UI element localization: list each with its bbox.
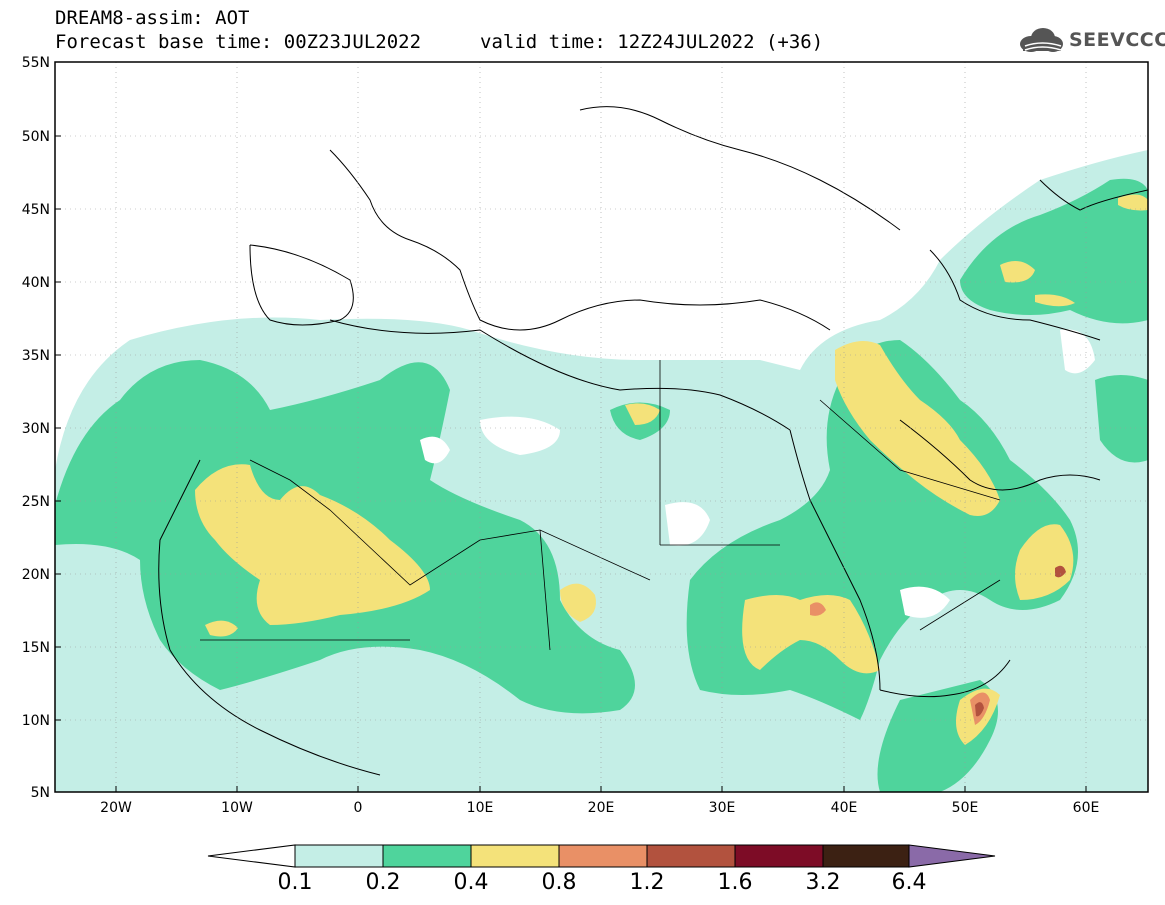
- lon-label: 0: [354, 800, 363, 816]
- colorbar-swatch: [558, 844, 648, 868]
- lon-label: 10E: [467, 800, 494, 816]
- colorbar-swatch: [382, 844, 472, 868]
- lon-label: 20W: [100, 800, 132, 816]
- colorbar-swatch: [470, 844, 560, 868]
- lat-label: 5N: [31, 785, 50, 801]
- aot-band-0-4: [195, 194, 1148, 745]
- colorbar-label: 1.6: [717, 870, 753, 895]
- lat-label: 45N: [22, 202, 50, 218]
- lat-label: 35N: [22, 348, 50, 364]
- lat-label: 50N: [22, 129, 50, 145]
- colorbar-label: 0.1: [277, 870, 313, 895]
- lon-label: 20E: [588, 800, 615, 816]
- colorbar-swatch: [734, 844, 824, 868]
- colorbar-swatch: [294, 844, 384, 868]
- logo-text: SEEVCCC: [1069, 29, 1165, 51]
- cloud-icon: [1020, 28, 1063, 52]
- lon-label: 10W: [221, 800, 253, 816]
- lon-label: 30E: [709, 800, 736, 816]
- aot-clear-patches: [420, 329, 1095, 618]
- colorbar-swatch: [646, 844, 736, 868]
- lon-label: 50E: [952, 800, 979, 816]
- colorbar-label: 0.4: [453, 870, 489, 895]
- latitude-labels: 55N 50N 45N 40N 35N 30N 25N 20N 15N 10N …: [22, 55, 50, 801]
- longitude-labels: 20W 10W 0 10E 20E 30E 40E 50E 60E: [100, 800, 1099, 816]
- colorbar-label: 1.2: [629, 870, 665, 895]
- colorbar-max-arrow: [908, 844, 996, 868]
- colorbar-swatch: [822, 844, 910, 868]
- colorbar-label: 0.8: [541, 870, 577, 895]
- lon-label: 40E: [831, 800, 858, 816]
- lon-label: 60E: [1073, 800, 1100, 816]
- lat-label: 10N: [22, 713, 50, 729]
- colorbar: [207, 844, 996, 868]
- colorbar-label: 6.4: [891, 870, 927, 895]
- lat-label: 30N: [22, 421, 50, 437]
- colorbar-label: 3.2: [805, 870, 841, 895]
- ticks: [55, 61, 1087, 793]
- colorbar-label: 0.2: [365, 870, 401, 895]
- aot-band-0-8: [810, 565, 1066, 725]
- forecast-base-time: Forecast base time: 00Z23JUL2022: [55, 31, 422, 53]
- seevccc-logo: SEEVCCC: [1017, 26, 1165, 56]
- country-borders: [200, 360, 1001, 651]
- colorbar-min-arrow: [207, 844, 296, 868]
- lat-label: 55N: [22, 55, 50, 71]
- lat-label: 15N: [22, 640, 50, 656]
- map-title: DREAM8-assim: AOT: [55, 7, 250, 29]
- lat-label: 40N: [22, 275, 50, 291]
- valid-time: valid time: 12Z24JUL2022 (+36): [480, 31, 824, 53]
- lat-label: 20N: [22, 567, 50, 583]
- aot-field: [55, 150, 1148, 792]
- graticule: [55, 62, 1148, 792]
- lat-label: 25N: [22, 494, 50, 510]
